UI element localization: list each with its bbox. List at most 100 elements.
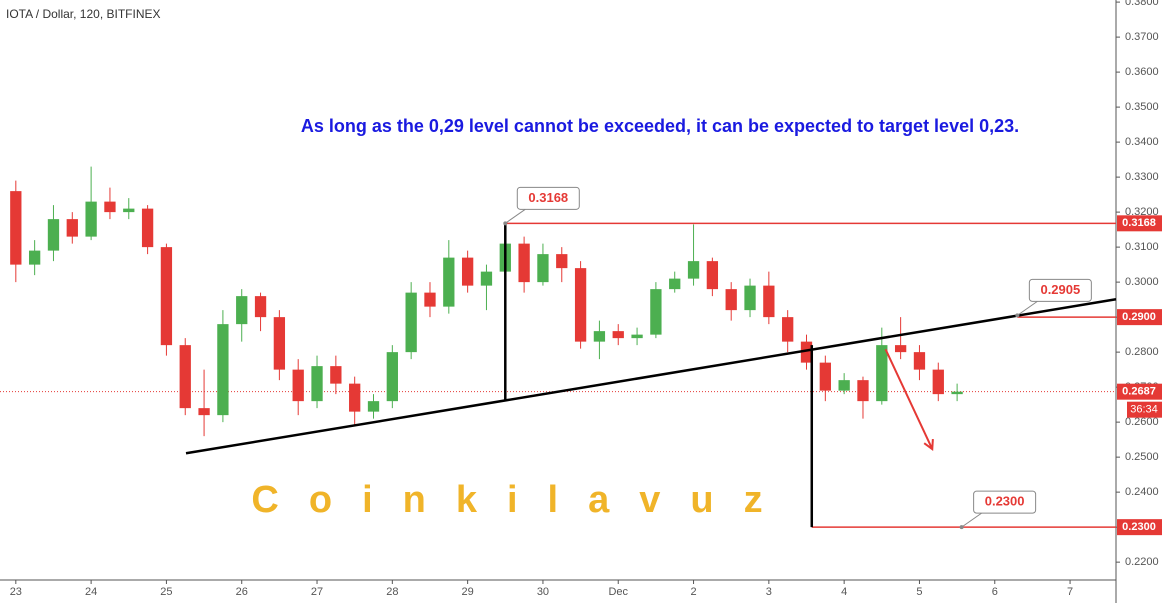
candle-body (706, 261, 719, 290)
candle-body (424, 292, 436, 307)
candle (857, 376, 869, 419)
candle-body (593, 331, 606, 342)
y-tick-label: 0.3300 (1125, 171, 1159, 183)
y-tick-label: 0.3000 (1125, 276, 1159, 288)
candle (800, 334, 813, 370)
candle (179, 338, 191, 416)
callout-pointer (505, 208, 526, 224)
x-tick-label: 7 (1067, 586, 1073, 598)
countdown-tag (1127, 401, 1162, 418)
candle-body (443, 257, 455, 307)
y-tick-label: 0.2500 (1125, 451, 1159, 463)
candle (47, 205, 60, 262)
x-tick-label: 5 (916, 586, 922, 598)
callout-box (1028, 278, 1092, 302)
candle (349, 376, 361, 426)
candle (706, 257, 719, 297)
candle (518, 236, 530, 293)
candle-body (537, 254, 549, 283)
arrow (884, 348, 934, 450)
candle-body (47, 219, 60, 251)
y-tick-label: 0.3600 (1125, 66, 1159, 78)
candle-body (198, 408, 210, 416)
candle-body (725, 289, 737, 311)
y-tick-label: 0.3100 (1125, 241, 1159, 253)
x-tick-label: 25 (160, 586, 172, 598)
x-tick-label: 29 (462, 586, 474, 598)
candle-body (480, 271, 493, 286)
trend-line (185, 298, 1117, 455)
candle-body (254, 296, 267, 318)
level-tag-label: 0.2300 (1122, 521, 1156, 533)
y-tick-label: 0.3200 (1125, 206, 1159, 218)
candle (367, 394, 380, 419)
candle (461, 250, 474, 293)
candle-body (518, 243, 530, 283)
candle-body (669, 278, 681, 290)
candle-body (330, 366, 342, 384)
candle-body (612, 331, 624, 339)
candle-body (292, 369, 304, 402)
candle-body (763, 285, 775, 318)
candle-body (819, 362, 831, 391)
x-tick-label: 3 (766, 586, 772, 598)
candle-body (367, 401, 380, 412)
price-tag-label: 0.2687 (1122, 386, 1156, 398)
candle (838, 373, 850, 395)
candle (894, 317, 907, 360)
candle (104, 187, 116, 220)
candle-body (461, 257, 474, 286)
callout-box (516, 186, 580, 210)
candle-body (217, 324, 229, 416)
candle (631, 327, 643, 346)
y-tick-label: 0.3700 (1125, 31, 1159, 43)
candle (932, 362, 944, 402)
candle-body (386, 352, 398, 402)
candle (669, 271, 681, 293)
candle-body (631, 334, 643, 339)
x-tick-label: 24 (85, 586, 97, 598)
x-tick-label: Dec (608, 586, 628, 598)
y-tick-label: 0.2400 (1125, 486, 1159, 498)
x-tick-label: 27 (311, 586, 323, 598)
callout-point (503, 221, 508, 226)
x-tick-label: 23 (10, 586, 22, 598)
candle (650, 282, 662, 339)
candle-body (311, 366, 323, 402)
candle (198, 369, 210, 437)
candle (405, 282, 417, 360)
candle-body (838, 380, 850, 391)
candle (913, 345, 926, 381)
candle (330, 355, 342, 395)
candle-body (349, 383, 361, 412)
candle (593, 320, 606, 360)
candle-body (932, 369, 944, 395)
level-tag-label: 0.2900 (1122, 311, 1156, 323)
callout-box (973, 490, 1037, 514)
watermark: Coinkilavuz (251, 479, 792, 521)
y-tick-label: 0.3500 (1125, 101, 1159, 113)
candle (292, 359, 304, 416)
annotation: As long as the 0,29 level cannot be exce… (301, 116, 1019, 136)
callout-point (959, 525, 964, 530)
candle (141, 205, 154, 255)
candle-body (28, 250, 41, 265)
y-tick-label: 0.2200 (1125, 556, 1159, 568)
candle (160, 243, 173, 356)
callout-pointer (961, 512, 982, 528)
candle-body (876, 345, 888, 402)
candle (273, 310, 286, 381)
x-tick-label: 4 (841, 586, 847, 598)
candle-body (857, 380, 869, 402)
candle (612, 324, 624, 346)
candle (556, 247, 568, 283)
x-tick-label: 2 (690, 586, 696, 598)
x-tick-label: 6 (992, 586, 998, 598)
candle-body (744, 285, 756, 311)
candle-body (405, 292, 417, 353)
level-tag-label: 0.3168 (1122, 217, 1156, 229)
candle (66, 212, 78, 244)
y-tick-label: 0.2600 (1125, 416, 1159, 428)
